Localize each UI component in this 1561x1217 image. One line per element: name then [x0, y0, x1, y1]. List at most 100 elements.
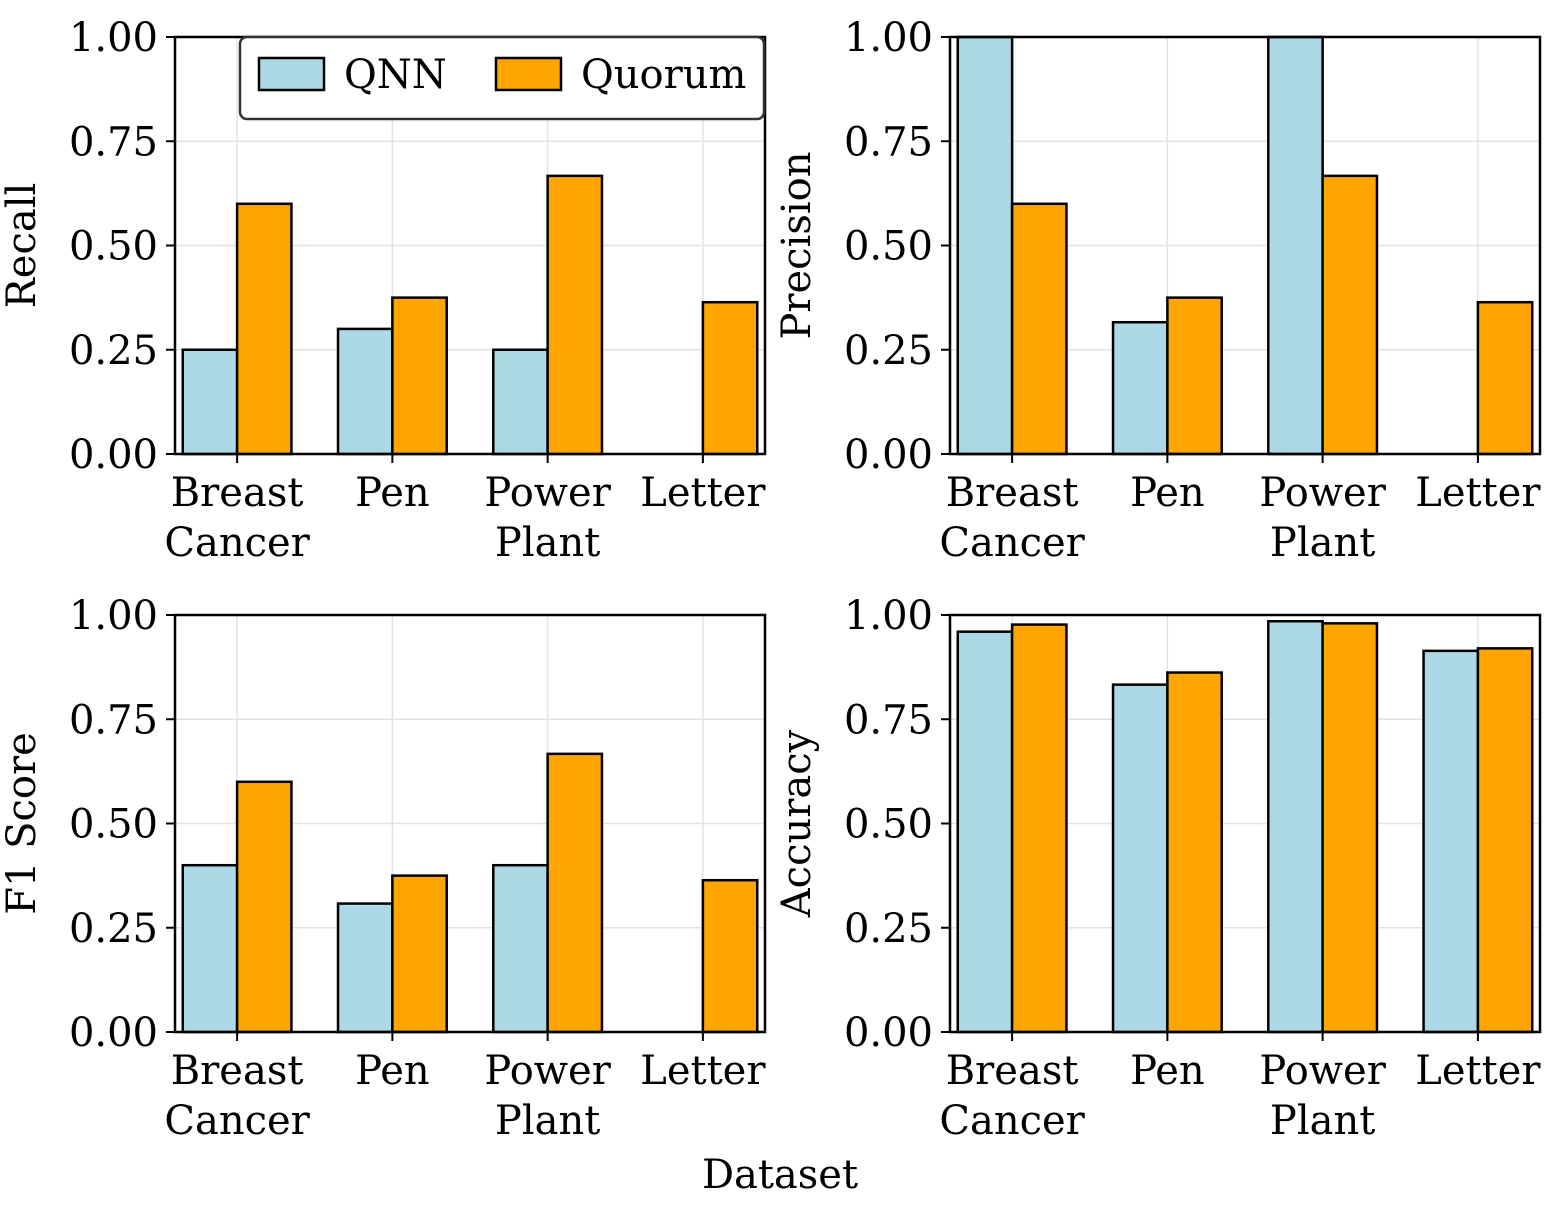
y-tick-label: 0.25 — [69, 328, 158, 374]
y-tick-label: 0.00 — [844, 432, 933, 478]
y-tick-label: 0.75 — [844, 119, 933, 165]
bar-quorum-1 — [391, 296, 448, 456]
y-axis-label: Precision — [774, 151, 820, 339]
x-tick-label: Power Plant — [1259, 1048, 1386, 1144]
bar-qnn-1 — [1111, 683, 1169, 1034]
y-tick-label: 0.75 — [69, 697, 158, 743]
bar-quorum-3 — [1476, 300, 1534, 456]
y-tick-label: 1.00 — [844, 593, 933, 639]
bar-quorum-3 — [701, 878, 759, 1034]
bar-quorum-3 — [701, 300, 759, 456]
y-tick-label: 0.00 — [69, 1010, 158, 1056]
x-tick-label: Breast Cancer — [939, 1048, 1085, 1144]
bar-qnn-2 — [1267, 35, 1324, 456]
x-tick-label-line: Breast — [946, 470, 1079, 516]
legend-swatch-quorum — [494, 56, 563, 92]
bar-qnn-0 — [181, 863, 239, 1034]
x-tick-label-line: Letter — [1415, 1048, 1541, 1094]
chart-panel-4: 0.00 0.25 0.50 0.75 1.00 Breast Cancer Pen Power… — [774, 593, 1541, 1144]
bar-quorum-3 — [1476, 647, 1534, 1034]
bars — [181, 752, 759, 1034]
y-tick-label: 1.00 — [69, 15, 158, 61]
x-tick-label: Pen — [355, 1048, 430, 1094]
y-tick-label: 0.50 — [844, 802, 933, 848]
x-tick-label-line: Letter — [640, 1048, 766, 1094]
x-tick-label-line: Letter — [1415, 470, 1541, 516]
bars — [181, 174, 759, 456]
bar-qnn-1 — [336, 327, 394, 456]
x-tick-label-line: Breast — [171, 470, 304, 516]
bar-qnn-3 — [1422, 649, 1480, 1034]
y-tick-label: 0.25 — [844, 906, 933, 952]
x-tick-label: Letter — [1415, 470, 1541, 516]
bar-quorum-1 — [391, 874, 448, 1034]
x-tick-label: Letter — [640, 1048, 766, 1094]
legend-label-qnn: QNN — [344, 52, 447, 98]
y-axis-label: F1 Score — [0, 732, 45, 915]
bar-quorum-1 — [1166, 296, 1223, 456]
x-tick-label-line: Cancer — [164, 1098, 310, 1144]
y-axis-label: Recall — [0, 183, 45, 309]
x-tick-label-line: Power — [484, 470, 611, 516]
x-tick-label-line: Power — [484, 1048, 611, 1094]
bar-qnn-0 — [956, 35, 1014, 456]
bar-quorum-0 — [235, 780, 293, 1034]
y-tick-label: 0.50 — [69, 224, 158, 270]
y-tick-label: 0.00 — [844, 1010, 933, 1056]
bar-quorum-0 — [235, 202, 293, 456]
x-tick-label: Power Plant — [484, 470, 611, 566]
y-tick-label: 0.75 — [844, 697, 933, 743]
x-tick-label-line: Pen — [355, 470, 430, 516]
bar-qnn-2 — [1267, 620, 1324, 1034]
bar-qnn-2 — [492, 863, 549, 1034]
x-tick-label-line: Plant — [1270, 520, 1375, 566]
x-tick-label-line: Cancer — [164, 520, 310, 566]
bar-quorum-2 — [546, 752, 604, 1034]
x-tick-label: Breast Cancer — [164, 1048, 310, 1144]
x-tick-label: Pen — [1130, 1048, 1205, 1094]
x-tick-label-line: Breast — [171, 1048, 304, 1094]
x-tick-label-line: Breast — [946, 1048, 1079, 1094]
chart-panel-3: 0.00 0.25 0.50 0.75 1.00 Breast Cancer Pen Power… — [0, 593, 766, 1144]
x-tick-label: Pen — [355, 470, 430, 516]
bar-quorum-0 — [1010, 623, 1068, 1034]
x-tick-label-line: Power — [1259, 1048, 1386, 1094]
bars — [956, 35, 1534, 456]
y-tick-label: 0.75 — [69, 119, 158, 165]
x-tick-label: Breast Cancer — [164, 470, 310, 566]
y-tick-label: 1.00 — [69, 593, 158, 639]
x-tick-label-line: Plant — [1270, 1098, 1375, 1144]
x-tick-label-line: Pen — [355, 1048, 430, 1094]
x-tick-label: Power Plant — [1259, 470, 1386, 566]
bar-qnn-1 — [336, 902, 394, 1034]
x-tick-label-line: Pen — [1130, 470, 1205, 516]
bar-quorum-0 — [1010, 202, 1068, 456]
bar-quorum-2 — [546, 174, 604, 456]
bar-qnn-0 — [181, 348, 239, 456]
bar-qnn-1 — [1111, 320, 1169, 456]
bar-qnn-2 — [492, 348, 549, 456]
bar-quorum-1 — [1166, 671, 1223, 1034]
x-tick-label: Letter — [1415, 1048, 1541, 1094]
x-tick-label-line: Cancer — [939, 1098, 1085, 1144]
bar-quorum-2 — [1321, 174, 1379, 456]
y-tick-label: 0.00 — [69, 432, 158, 478]
bars — [956, 620, 1534, 1034]
legend-label-quorum: Quorum — [581, 52, 746, 98]
legend: QNN Quorum — [238, 35, 766, 121]
y-tick-label: 0.50 — [844, 224, 933, 270]
x-tick-label-line: Pen — [1130, 1048, 1205, 1094]
x-tick-label: Breast Cancer — [939, 470, 1085, 566]
legend-swatch-qnn — [257, 56, 326, 92]
x-tick-label: Power Plant — [484, 1048, 611, 1144]
x-tick-label-line: Cancer — [939, 520, 1085, 566]
x-tick-label-line: Power — [1259, 470, 1386, 516]
x-tick-label-line: Plant — [495, 520, 600, 566]
y-tick-label: 0.25 — [69, 906, 158, 952]
x-tick-label: Letter — [640, 470, 766, 516]
y-axis-label: Accuracy — [774, 729, 820, 918]
y-tick-label: 0.50 — [69, 802, 158, 848]
y-tick-label: 1.00 — [844, 15, 933, 61]
